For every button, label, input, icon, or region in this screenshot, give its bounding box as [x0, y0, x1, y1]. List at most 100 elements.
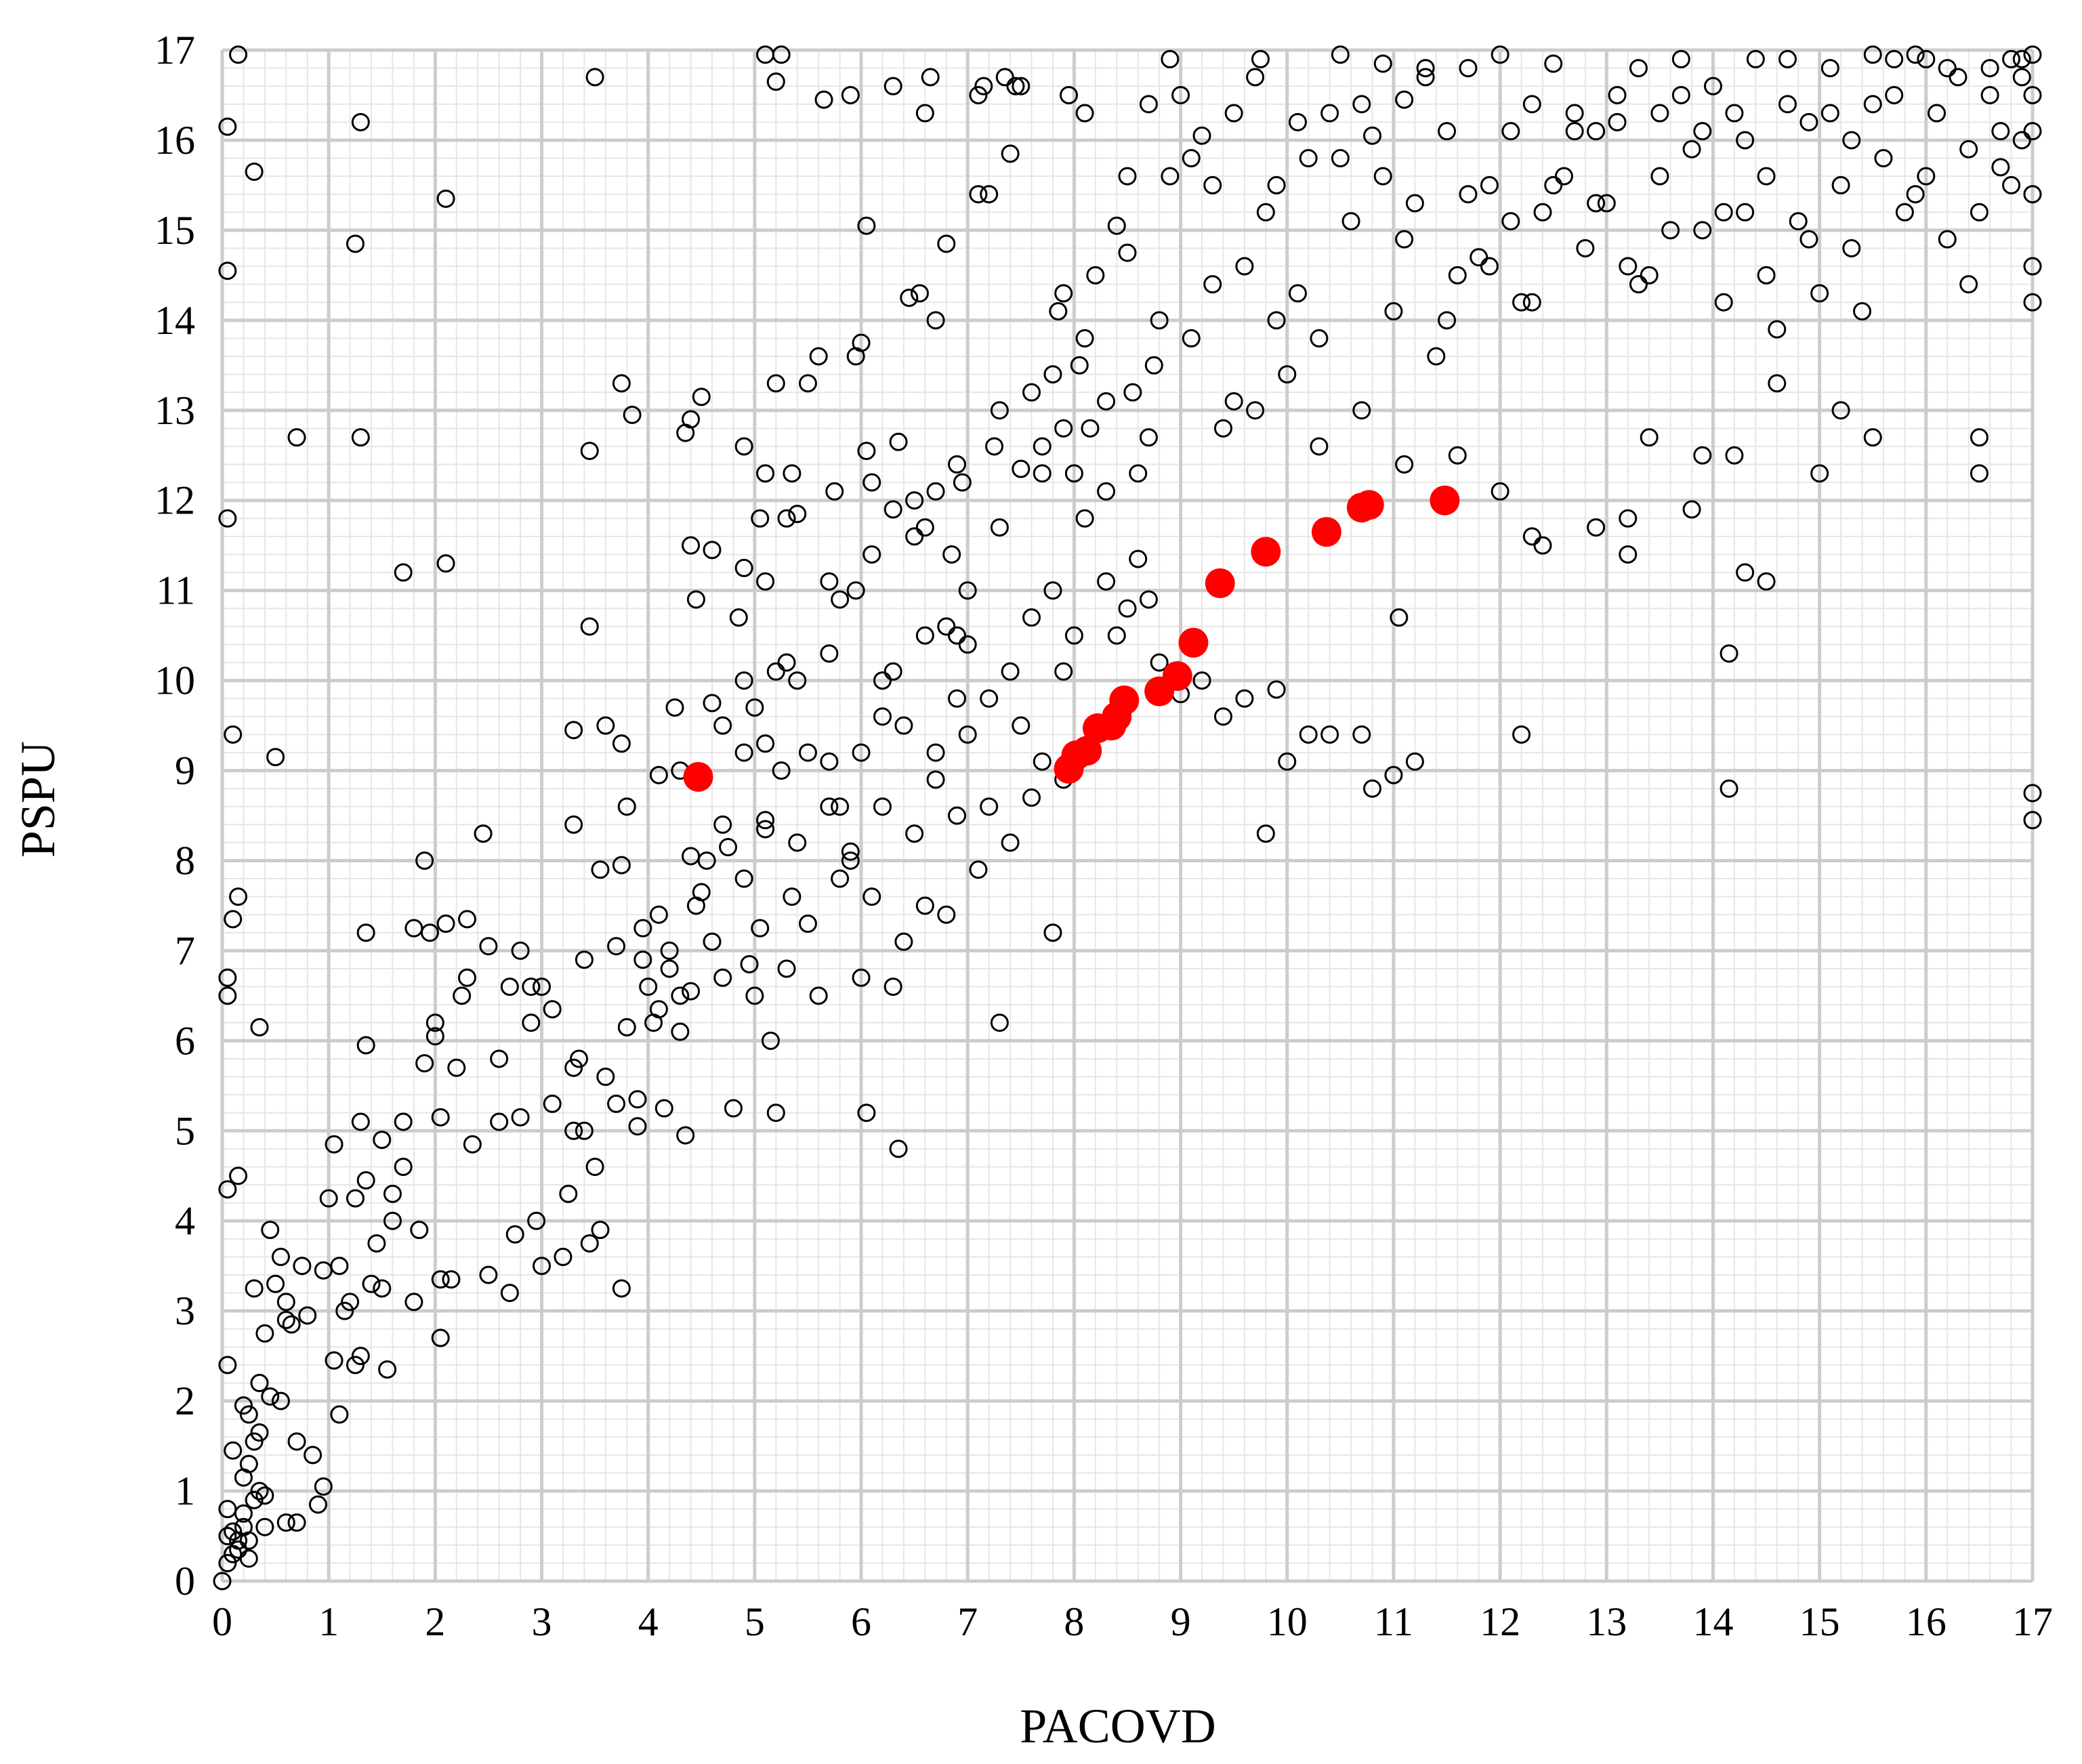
data-point — [239, 1549, 258, 1568]
data-point — [1192, 126, 1211, 145]
data-point — [686, 590, 705, 609]
data-point — [915, 626, 934, 645]
data-point — [1405, 194, 1424, 213]
x-tick-label: 0 — [212, 1599, 232, 1644]
data-point — [969, 860, 988, 879]
data-point — [266, 1274, 285, 1293]
data-point — [1917, 167, 1936, 186]
data-point — [543, 1094, 562, 1113]
data-point — [1150, 311, 1169, 330]
data-point — [766, 374, 785, 393]
data-point — [1251, 49, 1270, 68]
data-point — [276, 1293, 295, 1311]
data-point — [1533, 203, 1552, 222]
data-point — [953, 473, 972, 492]
data-point — [671, 986, 690, 1005]
data-point — [1235, 689, 1254, 708]
data-point — [287, 1432, 306, 1451]
data-point — [1693, 221, 1712, 240]
data-point — [1768, 374, 1787, 393]
data-point — [1278, 365, 1297, 384]
data-point — [980, 185, 999, 204]
data-point — [915, 104, 934, 123]
data-point — [1799, 230, 1818, 249]
data-point — [1331, 149, 1350, 168]
data-point — [1682, 140, 1701, 159]
data-point — [798, 915, 817, 933]
data-point — [1118, 599, 1137, 618]
data-point — [1587, 122, 1606, 141]
data-point — [404, 1293, 423, 1311]
data-point — [751, 919, 770, 938]
x-tick-label: 7 — [957, 1599, 978, 1644]
data-point — [633, 919, 652, 938]
data-point — [1608, 112, 1627, 131]
data-point — [325, 1135, 343, 1154]
data-point — [591, 860, 610, 879]
data-point — [490, 1049, 509, 1068]
data-point — [1320, 104, 1339, 123]
data-point — [1299, 149, 1318, 168]
data-point — [1746, 49, 1765, 68]
x-tick-label: 6 — [851, 1599, 871, 1644]
data-point — [766, 662, 785, 681]
data-point — [1853, 302, 1872, 321]
data-point — [1619, 509, 1638, 528]
data-point — [564, 721, 583, 740]
data-point — [1213, 419, 1232, 438]
data-point — [1491, 45, 1510, 64]
data-point — [319, 1189, 338, 1208]
data-point — [1246, 401, 1265, 420]
data-point — [926, 770, 945, 789]
data-point — [1512, 725, 1531, 744]
data-point — [436, 189, 455, 208]
data-point — [463, 1135, 482, 1154]
data-point — [351, 1112, 370, 1131]
data-point — [734, 743, 753, 762]
data-point — [1331, 45, 1350, 64]
data-point — [383, 1184, 402, 1203]
data-point — [772, 45, 791, 64]
data-point — [1390, 608, 1409, 627]
data-point — [1693, 446, 1712, 465]
data-point — [1022, 608, 1041, 627]
data-point — [585, 68, 604, 87]
data-point — [1587, 518, 1606, 537]
highlighted-data-point — [1430, 485, 1460, 516]
data-point — [990, 401, 1009, 420]
data-point — [1480, 257, 1499, 276]
data-point — [1820, 59, 1839, 78]
data-point — [649, 905, 668, 924]
highlighted-data-point — [1162, 660, 1192, 691]
data-point — [798, 374, 817, 393]
data-point — [580, 1234, 599, 1253]
data-point — [2023, 185, 2042, 204]
data-point — [1895, 203, 1914, 222]
highlighted-data-point — [1354, 490, 1384, 520]
data-point — [1714, 203, 1733, 222]
data-point — [356, 1036, 375, 1055]
data-point — [1959, 140, 1978, 159]
data-point — [218, 968, 237, 987]
data-point — [229, 1540, 248, 1559]
data-point — [1842, 131, 1861, 150]
data-point — [633, 950, 652, 969]
data-point — [841, 842, 860, 861]
data-point — [1075, 509, 1094, 528]
data-point — [756, 811, 775, 830]
data-point — [1640, 428, 1659, 447]
data-point — [761, 1031, 780, 1050]
data-point — [937, 617, 956, 636]
data-point — [1789, 212, 1808, 231]
data-point — [1810, 284, 1829, 303]
data-point — [505, 1225, 524, 1244]
data-point — [889, 1139, 908, 1158]
data-point — [410, 1221, 429, 1240]
y-tick-label: 13 — [154, 388, 195, 433]
y-tick-label: 0 — [175, 1559, 195, 1603]
data-point — [612, 856, 631, 875]
data-point — [958, 581, 977, 600]
data-point — [415, 1054, 434, 1073]
data-point — [617, 1017, 636, 1036]
